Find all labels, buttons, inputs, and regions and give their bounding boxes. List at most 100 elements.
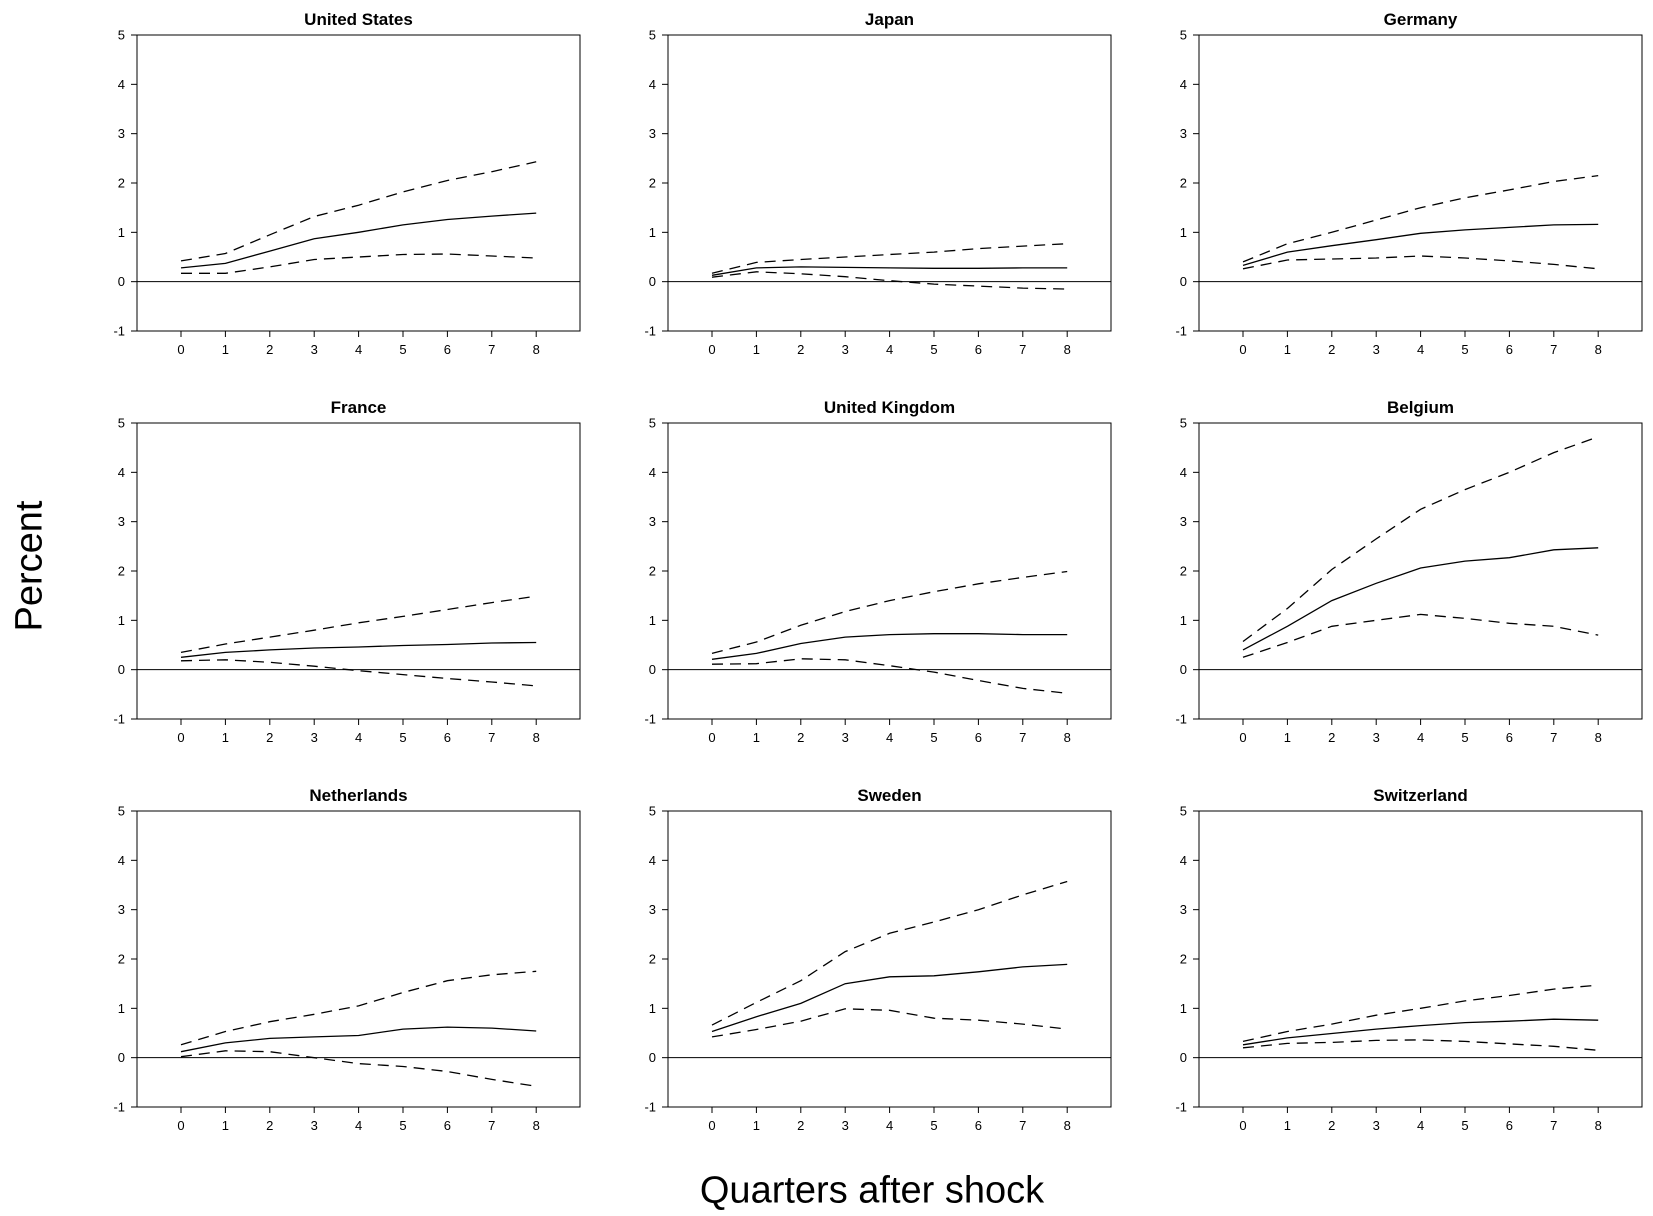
x-tick-label: 8 xyxy=(1595,1118,1602,1133)
x-tick-label: 8 xyxy=(1595,730,1602,745)
x-tick-label: 5 xyxy=(399,730,406,745)
response-line xyxy=(1242,1018,1599,1046)
y-tick-label: 0 xyxy=(1180,1050,1187,1065)
y-tick-label: 5 xyxy=(1180,28,1187,43)
x-tick-label: 6 xyxy=(975,730,982,745)
y-tick-label: 4 xyxy=(649,77,656,92)
x-tick-label: 6 xyxy=(444,342,451,357)
upper-band-line xyxy=(711,880,1068,1026)
y-tick-label: 2 xyxy=(118,176,125,191)
x-tick-label: 1 xyxy=(222,730,229,745)
panel-title: Germany xyxy=(1384,10,1458,29)
x-tick-label: 1 xyxy=(753,1118,760,1133)
panel-1: Japan -1 0 1 2 3 4 5 0 1 2 3 4 5 6 7 8 xyxy=(644,10,1112,357)
response-line xyxy=(711,963,1068,1033)
x-tick-label: 4 xyxy=(355,342,362,357)
panel-7: Sweden -1 0 1 2 3 4 5 0 1 2 3 4 5 6 7 8 xyxy=(644,786,1112,1133)
y-axis-label: Percent xyxy=(8,500,51,632)
x-tick-label: 3 xyxy=(1373,1118,1380,1133)
response-line xyxy=(180,212,537,269)
y-tick-label: 1 xyxy=(649,613,656,628)
y-tick-label: 2 xyxy=(1180,176,1187,191)
x-tick-label: 0 xyxy=(177,342,184,357)
y-tick-label: 5 xyxy=(649,804,656,819)
x-tick-label: 2 xyxy=(797,342,804,357)
y-tick-label: 4 xyxy=(118,77,125,92)
x-axis-label: Quarters after shock xyxy=(699,1169,1045,1212)
plot-frame xyxy=(1198,34,1643,332)
y-tick-label: 3 xyxy=(118,126,125,141)
x-tick-label: 7 xyxy=(1550,1118,1557,1133)
panel-6: Netherlands -1 0 1 2 3 4 5 0 1 2 3 4 5 6 7 8 xyxy=(113,786,581,1133)
y-tick-label: 4 xyxy=(649,465,656,480)
x-tick-label: 3 xyxy=(311,342,318,357)
panel-4: United Kingdom -1 0 1 2 3 4 5 0 1 2 3 4 5 6 7 8 xyxy=(644,398,1112,745)
y-tick-label: 1 xyxy=(1180,613,1187,628)
x-tick-label: 1 xyxy=(1284,730,1291,745)
y-tick-label: 1 xyxy=(1180,1001,1187,1016)
x-tick-label: 1 xyxy=(1284,342,1291,357)
y-tick-label: 3 xyxy=(649,126,656,141)
x-tick-label: 5 xyxy=(1461,342,1468,357)
response-line xyxy=(180,641,537,658)
lower-band-line xyxy=(1242,613,1599,658)
x-tick-label: 2 xyxy=(797,730,804,745)
x-tick-label: 5 xyxy=(1461,730,1468,745)
y-tick-label: 1 xyxy=(649,225,656,240)
x-tick-label: 7 xyxy=(1550,730,1557,745)
x-tick-label: 0 xyxy=(1239,730,1246,745)
y-tick-label: -1 xyxy=(644,324,656,339)
x-tick-label: 6 xyxy=(444,730,451,745)
x-tick-label: 3 xyxy=(842,342,849,357)
x-tick-label: 6 xyxy=(1506,730,1513,745)
y-tick-label: 0 xyxy=(118,1050,125,1065)
y-tick-label: -1 xyxy=(644,712,656,727)
y-tick-label: 0 xyxy=(649,274,656,289)
x-tick-label: 3 xyxy=(1373,730,1380,745)
x-tick-label: 8 xyxy=(533,1118,540,1133)
y-tick-label: -1 xyxy=(113,712,125,727)
panel-title: Sweden xyxy=(857,786,921,805)
x-tick-label: 2 xyxy=(266,342,273,357)
x-tick-label: 0 xyxy=(1239,342,1246,357)
x-tick-label: 2 xyxy=(1328,342,1335,357)
upper-band-line xyxy=(711,570,1068,655)
y-tick-label: 0 xyxy=(1180,274,1187,289)
x-tick-label: 0 xyxy=(708,730,715,745)
x-tick-label: 8 xyxy=(1595,342,1602,357)
plot-frame xyxy=(667,34,1112,332)
x-tick-label: 6 xyxy=(1506,342,1513,357)
x-tick-label: 3 xyxy=(842,1118,849,1133)
x-tick-label: 3 xyxy=(842,730,849,745)
x-tick-label: 0 xyxy=(177,1118,184,1133)
y-tick-label: -1 xyxy=(113,324,125,339)
y-tick-label: 0 xyxy=(649,662,656,677)
y-tick-label: 0 xyxy=(1180,662,1187,677)
panel-title: United Kingdom xyxy=(824,398,955,417)
x-tick-label: 3 xyxy=(1373,342,1380,357)
y-tick-label: 5 xyxy=(118,416,125,431)
y-tick-label: -1 xyxy=(1175,324,1187,339)
y-tick-label: 3 xyxy=(649,514,656,529)
x-tick-label: 8 xyxy=(533,730,540,745)
y-tick-label: 3 xyxy=(1180,126,1187,141)
lower-band-line xyxy=(180,1050,537,1087)
y-tick-label: 4 xyxy=(1180,853,1187,868)
x-tick-label: 1 xyxy=(1284,1118,1291,1133)
y-tick-label: 5 xyxy=(118,804,125,819)
y-tick-label: 1 xyxy=(118,613,125,628)
x-tick-label: 5 xyxy=(399,342,406,357)
response-line xyxy=(180,1026,537,1053)
y-tick-label: 1 xyxy=(1180,225,1187,240)
panel-0: United States -1 0 1 2 3 4 5 0 1 2 3 4 5 6 7 8 xyxy=(113,10,581,357)
upper-band-line xyxy=(180,970,537,1046)
plot-frame xyxy=(136,422,581,720)
y-tick-label: 2 xyxy=(649,564,656,579)
x-tick-label: 4 xyxy=(886,730,893,745)
y-tick-label: 3 xyxy=(1180,902,1187,917)
x-tick-label: 2 xyxy=(1328,1118,1335,1133)
y-tick-label: 2 xyxy=(118,564,125,579)
panel-title: Switzerland xyxy=(1373,786,1467,805)
panel-title: United States xyxy=(304,10,413,29)
